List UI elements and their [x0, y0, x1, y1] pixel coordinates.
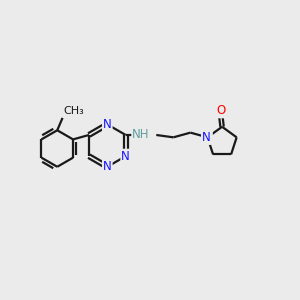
- Text: O: O: [216, 104, 225, 117]
- Text: N: N: [103, 118, 112, 131]
- Text: CH₃: CH₃: [64, 106, 85, 116]
- Text: N: N: [121, 150, 130, 163]
- Text: N: N: [202, 131, 211, 144]
- Text: NH: NH: [132, 128, 150, 142]
- Text: N: N: [103, 160, 112, 173]
- Text: N: N: [203, 131, 212, 144]
